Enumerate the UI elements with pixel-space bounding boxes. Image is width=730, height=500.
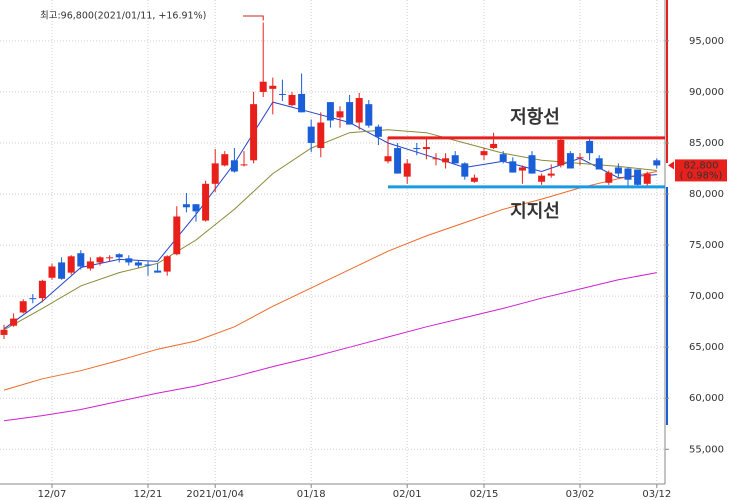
candle-body bbox=[528, 155, 536, 174]
candle-body bbox=[451, 155, 459, 164]
candle-body bbox=[288, 94, 296, 106]
support-label: 지지선 bbox=[510, 201, 560, 222]
candle-body bbox=[298, 93, 306, 113]
candle-body bbox=[326, 102, 334, 121]
candle-body bbox=[182, 204, 190, 208]
candle-body bbox=[173, 216, 181, 255]
x-tick-label: 03/02 bbox=[566, 489, 595, 500]
x-tick-label: 2021/01/04 bbox=[186, 489, 244, 500]
candle-body bbox=[509, 161, 517, 173]
candle-body bbox=[346, 102, 354, 125]
candle-body bbox=[230, 160, 238, 172]
y-tick-label: 90,000 bbox=[689, 87, 724, 98]
y-tick-label: 75,000 bbox=[689, 240, 724, 251]
y-tick-label: 80,000 bbox=[689, 189, 724, 200]
candle-body bbox=[499, 154, 507, 162]
candle-body bbox=[374, 126, 382, 137]
candle-body bbox=[192, 204, 200, 212]
candle-body bbox=[365, 104, 373, 126]
candle-body bbox=[86, 261, 94, 269]
candle-body bbox=[144, 264, 152, 266]
moving-average-line bbox=[3, 171, 657, 391]
candle-body bbox=[58, 262, 66, 279]
candle-body bbox=[355, 98, 363, 123]
candle-body bbox=[259, 81, 267, 92]
max-arrow bbox=[243, 15, 264, 21]
candle-body bbox=[96, 257, 104, 263]
candle-body bbox=[115, 254, 123, 258]
candle-body bbox=[163, 256, 171, 272]
resistance-label: 저항선 bbox=[510, 107, 560, 128]
moving-average-line bbox=[3, 272, 657, 422]
candle-body bbox=[422, 147, 430, 150]
candle-body bbox=[595, 158, 603, 170]
candle-body bbox=[221, 154, 229, 166]
candle-body bbox=[240, 164, 248, 166]
candle-body bbox=[614, 167, 622, 174]
candle-body bbox=[547, 173, 555, 176]
x-tick-label: 02/01 bbox=[393, 489, 422, 500]
y-tick-label: 95,000 bbox=[689, 36, 724, 47]
y-tick-label: 85,000 bbox=[689, 138, 724, 149]
candle-body bbox=[605, 172, 613, 183]
candle-body bbox=[0, 329, 8, 335]
candle-body bbox=[106, 257, 114, 259]
candle-body bbox=[317, 122, 325, 149]
x-tick-label: 03/12 bbox=[642, 489, 671, 500]
candle-body bbox=[336, 111, 344, 118]
candle-body bbox=[470, 177, 478, 182]
y-tick-label: 70,000 bbox=[689, 291, 724, 302]
candle-body bbox=[634, 169, 642, 185]
x-tick-label: 12/21 bbox=[134, 489, 163, 500]
candle-body bbox=[29, 298, 37, 300]
candle-body bbox=[250, 104, 258, 161]
moving-average-line bbox=[3, 129, 657, 331]
candle-body bbox=[403, 163, 411, 177]
candle-body bbox=[202, 183, 210, 221]
candle-body bbox=[307, 126, 315, 143]
candle-body bbox=[461, 163, 469, 177]
y-tick-label: 55,000 bbox=[689, 444, 724, 455]
candle-body bbox=[413, 148, 421, 150]
candle-body bbox=[211, 163, 219, 184]
max-annotation: 최고:96,800(2021/01/11, +16.91%) bbox=[40, 11, 206, 22]
candle-body bbox=[48, 266, 56, 278]
y-tick-label: 65,000 bbox=[689, 342, 724, 353]
candle-body bbox=[154, 270, 162, 273]
candle-body bbox=[518, 167, 526, 171]
x-tick-label: 12/07 bbox=[38, 489, 67, 500]
candle-body bbox=[19, 301, 27, 313]
candle-body bbox=[384, 156, 392, 162]
candle-body bbox=[38, 280, 46, 299]
candle-body bbox=[557, 139, 565, 166]
candle-body bbox=[490, 143, 498, 149]
candle-body bbox=[538, 175, 546, 182]
candle-body bbox=[576, 157, 584, 159]
candle-body bbox=[432, 158, 440, 160]
candle-body bbox=[10, 318, 18, 326]
candle-body bbox=[125, 258, 133, 263]
candle-body bbox=[77, 253, 85, 267]
candle-body bbox=[278, 93, 286, 95]
price-pointer bbox=[668, 161, 674, 170]
candle-body bbox=[442, 158, 450, 163]
candle-body bbox=[566, 153, 574, 169]
last-change: ( 0.98%) bbox=[680, 170, 723, 181]
candle-body bbox=[643, 173, 651, 184]
candle-body bbox=[653, 160, 661, 166]
y-tick-label: 60,000 bbox=[689, 393, 724, 404]
candle-body bbox=[394, 148, 402, 174]
x-tick-label: 01/18 bbox=[297, 489, 326, 500]
candle-body bbox=[67, 256, 75, 273]
last-price: 82,800 bbox=[684, 160, 719, 171]
candle-body bbox=[480, 151, 488, 156]
candle-body bbox=[269, 85, 277, 89]
candle-body bbox=[624, 168, 632, 180]
x-tick-label: 02/15 bbox=[470, 489, 499, 500]
price-box bbox=[675, 159, 727, 182]
candle-body bbox=[134, 262, 142, 266]
candle-body bbox=[586, 140, 594, 154]
